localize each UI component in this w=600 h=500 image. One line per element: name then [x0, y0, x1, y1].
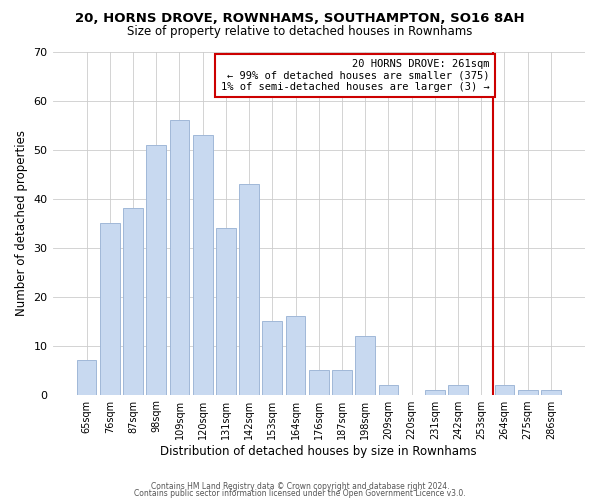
Bar: [239, 184, 259, 394]
Text: Contains public sector information licensed under the Open Government Licence v3: Contains public sector information licen…: [134, 489, 466, 498]
Bar: [262, 321, 282, 394]
Bar: [332, 370, 352, 394]
Text: Size of property relative to detached houses in Rownhams: Size of property relative to detached ho…: [127, 25, 473, 38]
Bar: [193, 135, 212, 394]
X-axis label: Distribution of detached houses by size in Rownhams: Distribution of detached houses by size …: [160, 444, 477, 458]
Bar: [77, 360, 97, 394]
Bar: [309, 370, 329, 394]
Text: Contains HM Land Registry data © Crown copyright and database right 2024.: Contains HM Land Registry data © Crown c…: [151, 482, 449, 491]
Bar: [216, 228, 236, 394]
Y-axis label: Number of detached properties: Number of detached properties: [15, 130, 28, 316]
Bar: [541, 390, 561, 394]
Text: 20, HORNS DROVE, ROWNHAMS, SOUTHAMPTON, SO16 8AH: 20, HORNS DROVE, ROWNHAMS, SOUTHAMPTON, …: [75, 12, 525, 26]
Bar: [286, 316, 305, 394]
Text: 20 HORNS DROVE: 261sqm
← 99% of detached houses are smaller (375)
1% of semi-det: 20 HORNS DROVE: 261sqm ← 99% of detached…: [221, 59, 490, 92]
Bar: [448, 385, 468, 394]
Bar: [494, 385, 514, 394]
Bar: [379, 385, 398, 394]
Bar: [146, 144, 166, 394]
Bar: [355, 336, 375, 394]
Bar: [123, 208, 143, 394]
Bar: [518, 390, 538, 394]
Bar: [100, 223, 119, 394]
Bar: [170, 120, 190, 394]
Bar: [425, 390, 445, 394]
